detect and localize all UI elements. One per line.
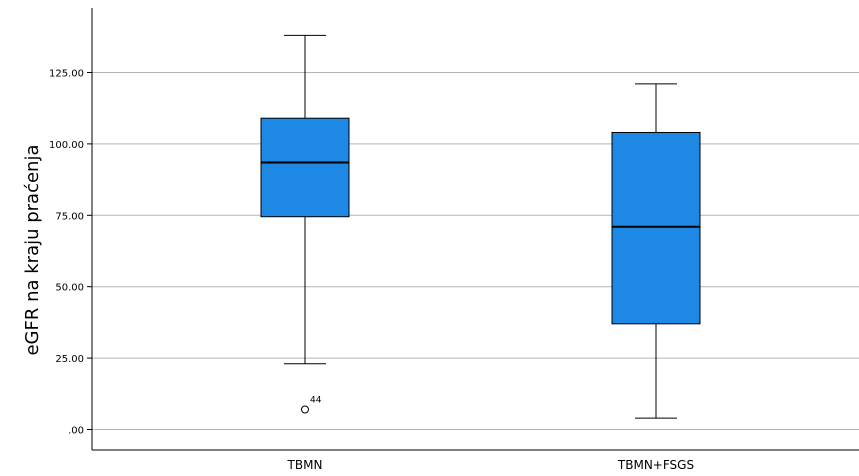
- gridlines: [92, 72, 859, 430]
- outlier-point: [301, 405, 309, 414]
- box-group: [611, 83, 701, 419]
- y-tick-label: 25.00: [55, 354, 84, 365]
- y-axis-title: eGFR na kraju praćenja: [22, 144, 43, 355]
- y-tick-label: 50.00: [55, 283, 84, 294]
- y-axis-ticks: .00 25.00 50.00 75.00 100.00 125.00: [49, 69, 92, 437]
- iqr-box: [611, 131, 701, 325]
- x-category-label: TBMN+FSGS: [617, 458, 694, 472]
- y-tick-label: 75.00: [55, 211, 84, 222]
- y-tick-label: .00: [68, 426, 84, 437]
- iqr-box: [260, 117, 350, 218]
- box-group: 44: [260, 34, 350, 414]
- x-axis-labels: TBMN TBMN+FSGS: [287, 458, 695, 472]
- boxes: 44: [260, 34, 701, 419]
- outlier-label: 44: [310, 396, 322, 406]
- x-category-label: TBMN: [287, 458, 323, 472]
- y-tick-label: 125.00: [49, 69, 84, 80]
- y-tick-label: 100.00: [49, 140, 84, 151]
